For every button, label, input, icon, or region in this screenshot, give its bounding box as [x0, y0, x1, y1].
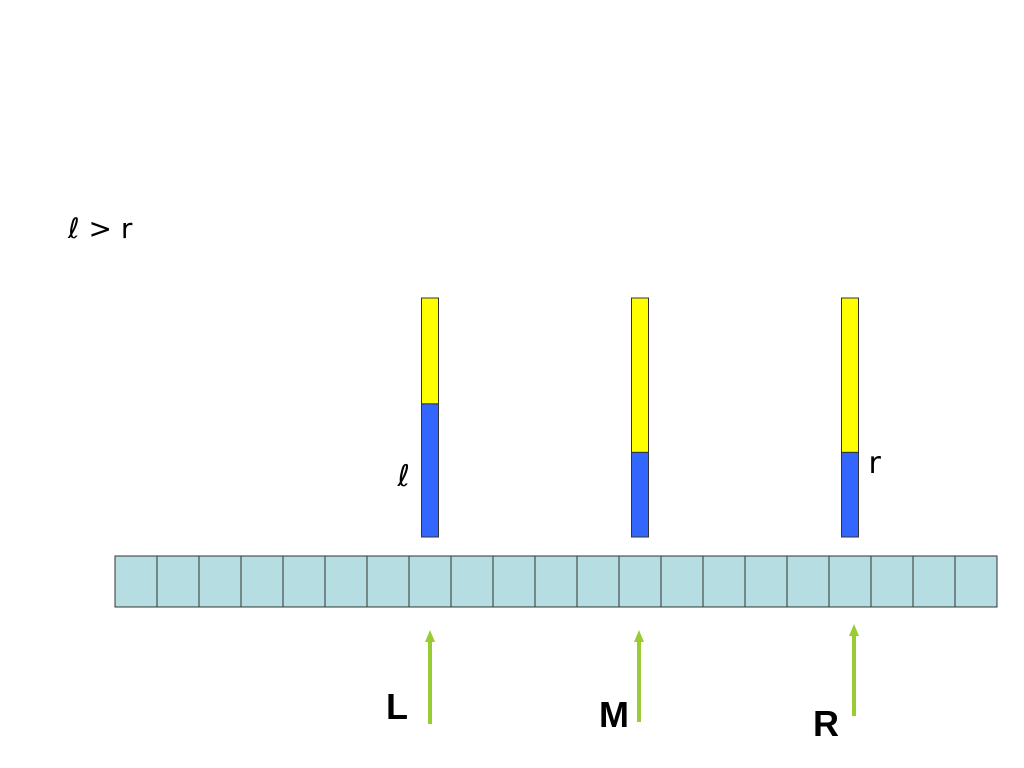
pointer-R-label: R [813, 703, 839, 744]
bar-M-top-segment [631, 297, 649, 453]
bar-R-top-segment [841, 297, 859, 453]
pointer-M-arrowhead [634, 630, 644, 642]
array-cell [198, 555, 242, 608]
array-cell [702, 555, 746, 608]
bar-L-label: ℓ [397, 458, 410, 494]
bar-M-bottom-segment [631, 451, 649, 538]
array-cell [534, 555, 578, 608]
array-cell [786, 555, 830, 608]
pointer-M-label: M [599, 694, 629, 735]
array-cell [744, 555, 788, 608]
bar-L-bottom-segment [421, 403, 439, 538]
bar-R-label: r [868, 446, 881, 482]
array-cell [576, 555, 620, 608]
array-cell [660, 555, 704, 608]
array-cell [618, 555, 662, 608]
pointer-L-label: L [386, 686, 408, 727]
array-cell [450, 555, 494, 608]
pointer-R-arrowhead [849, 624, 859, 636]
array-cell [954, 555, 998, 608]
array-cells [114, 555, 998, 608]
array-cell [324, 555, 368, 608]
array-cell [366, 555, 410, 608]
array-cell [912, 555, 956, 608]
pointer-L-arrowhead [425, 630, 435, 642]
pointer-arrows [425, 624, 859, 724]
array-cell [282, 555, 326, 608]
array-cell [828, 555, 872, 608]
array-cell [408, 555, 452, 608]
array-cell [156, 555, 200, 608]
array-cell [114, 555, 158, 608]
bar-L-top-segment [421, 297, 439, 405]
array-cell [240, 555, 284, 608]
caption-text: ℓ > r [68, 212, 133, 245]
bar-R-bottom-segment [841, 451, 859, 538]
array-cell [492, 555, 536, 608]
bars [421, 297, 859, 538]
array-cell [870, 555, 914, 608]
